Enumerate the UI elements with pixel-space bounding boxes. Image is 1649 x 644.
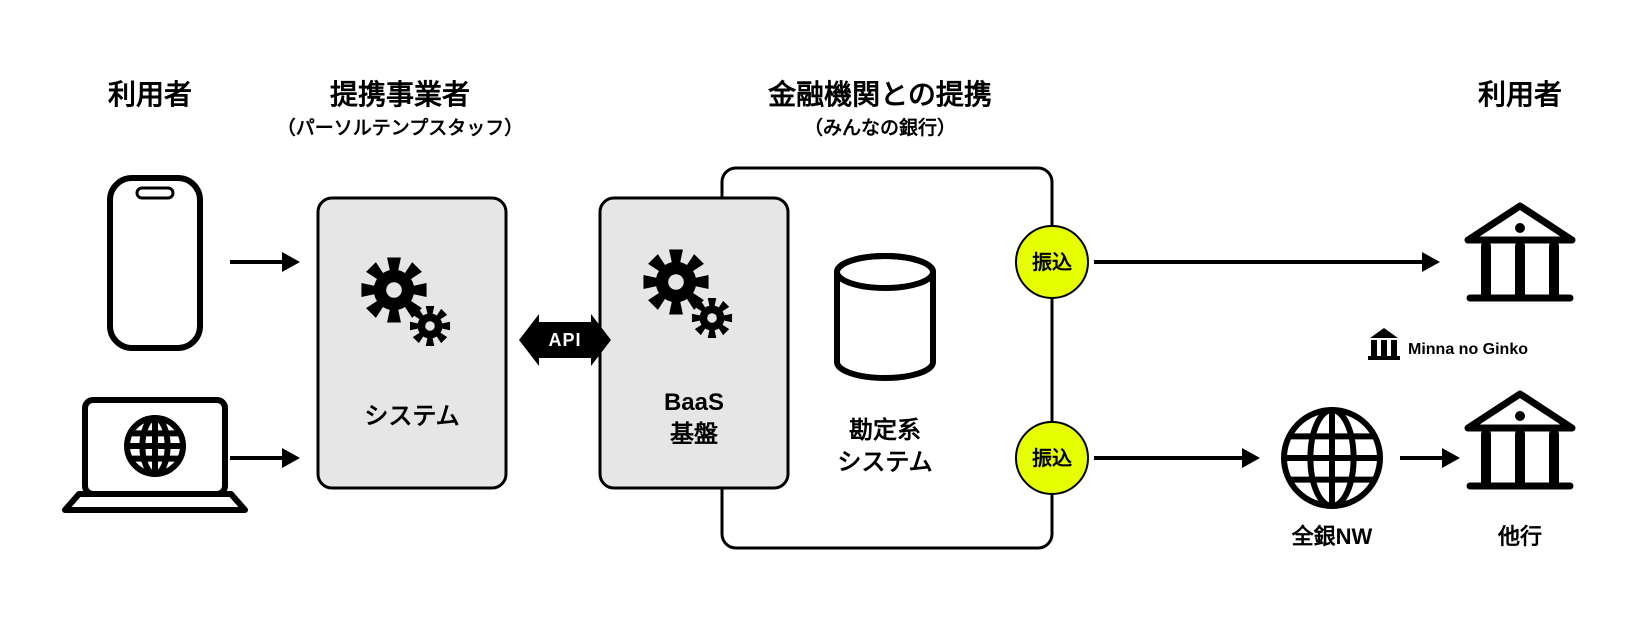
header-partner-sub: （パーソルテンプスタッフ）: [277, 116, 523, 139]
zengin-label: 全銀NW: [1291, 524, 1373, 549]
badge-transfer-top-label: 振込: [1032, 251, 1072, 274]
header-user-left: 利用者: [108, 79, 192, 110]
arrow-to-minna-bank: [1094, 252, 1440, 272]
node-core-label1: 勘定系: [849, 416, 921, 444]
header-user-right: 利用者: [1478, 79, 1562, 110]
minna-logo-icon: [1368, 328, 1400, 360]
laptop-globe-icon: [127, 418, 183, 474]
arrow-zengin-to-other: [1400, 448, 1460, 468]
gear-icon: [692, 298, 732, 338]
header-finance: 金融機関との提携: [767, 78, 992, 110]
badge-transfer-bottom-label: 振込: [1032, 447, 1072, 470]
database-icon: [837, 256, 933, 378]
node-core-label2: システム: [837, 449, 932, 476]
arrow-laptop-to-system: [230, 448, 300, 468]
api-label: API: [548, 330, 581, 350]
node-baas-label2: 基盤: [670, 420, 719, 448]
arrow-to-zengin: [1094, 448, 1260, 468]
zengin-globe-icon: [1284, 410, 1380, 506]
other-bank-label: 他行: [1497, 524, 1542, 549]
node-core-system: [837, 256, 933, 378]
header-partner: 提携事業者: [330, 79, 470, 110]
header-finance-sub: （みんなの銀行）: [804, 116, 956, 139]
gear-icon: [410, 306, 450, 346]
bank-minna-icon: [1468, 206, 1572, 298]
node-baas-label1: BaaS: [664, 389, 724, 416]
node-system-label: システム: [364, 403, 459, 430]
smartphone-icon: [110, 178, 200, 348]
bank-other-icon: [1468, 394, 1572, 486]
minna-brand-label: Minna no Ginko: [1408, 341, 1528, 358]
laptop-icon: [65, 400, 245, 510]
arrow-phone-to-system: [230, 252, 300, 272]
node-system: [318, 198, 506, 488]
